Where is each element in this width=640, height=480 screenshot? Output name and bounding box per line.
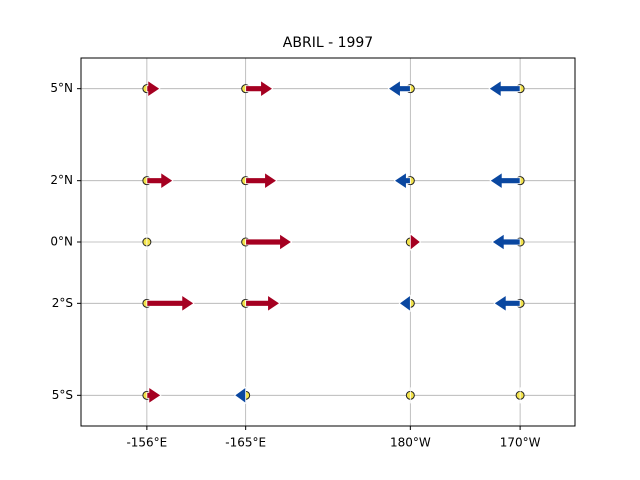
wind-arrow — [489, 171, 521, 190]
wind-arrow — [398, 294, 411, 313]
wind-arrow — [146, 79, 161, 98]
y-tick-label: 2°N — [50, 173, 73, 187]
x-tick-label: -156°E — [126, 436, 167, 450]
wind-arrow — [409, 233, 421, 251]
wind-arrow — [146, 386, 162, 405]
wind-arrow — [493, 294, 521, 313]
x-tick-label: -165°E — [225, 436, 266, 450]
x-tick-label: 170°W — [500, 436, 541, 450]
y-tick-label: 5°S — [52, 388, 73, 402]
wind-arrow — [393, 171, 411, 190]
wind-arrow — [245, 294, 281, 313]
y-tick-label: 2°S — [52, 296, 73, 310]
wind-arrow — [245, 171, 278, 190]
chart-title: ABRIL - 1997 — [283, 35, 373, 51]
wind-arrow — [233, 386, 247, 405]
wind-arrow — [146, 294, 195, 313]
y-tick-label: 5°N — [50, 81, 73, 95]
wind-arrow — [146, 171, 174, 190]
plot-frame — [80, 57, 576, 427]
wind-arrow — [491, 233, 521, 251]
wind-arrow — [488, 79, 521, 98]
wind-arrow — [387, 79, 411, 98]
wind-arrow — [245, 233, 293, 251]
wind-arrow — [245, 79, 274, 98]
x-tick-label: 180°W — [390, 436, 431, 450]
y-tick-label: 0°N — [50, 235, 73, 249]
